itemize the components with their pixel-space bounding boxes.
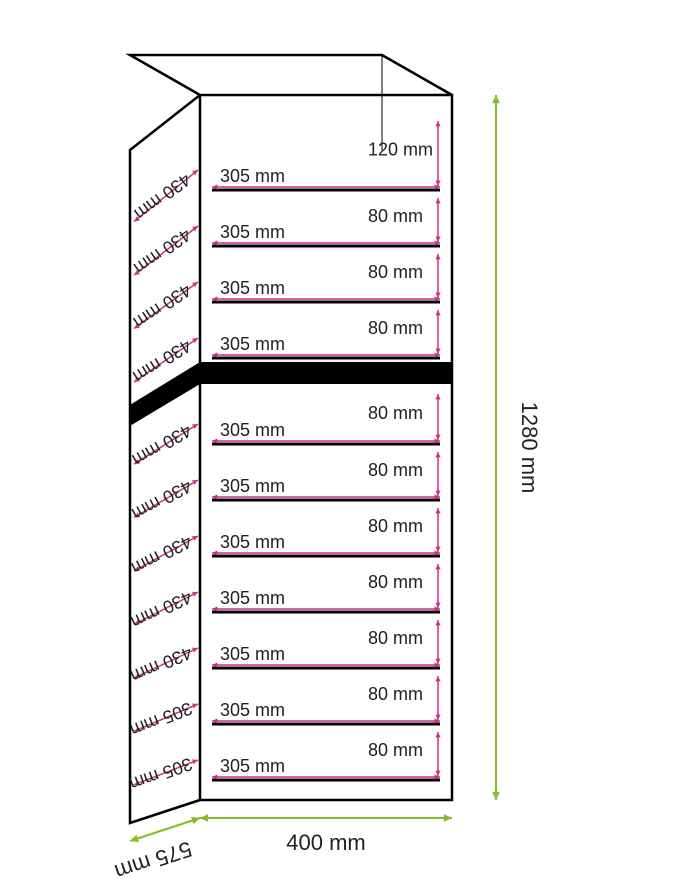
drawer-width-label: 305 mm: [220, 756, 285, 776]
drawer-width-label: 305 mm: [220, 420, 285, 440]
drawer-height-label: 80 mm: [368, 262, 423, 282]
drawer-height-label: 80 mm: [368, 403, 423, 423]
drawer-height-label: 80 mm: [368, 684, 423, 704]
drawer-height-label: 80 mm: [368, 318, 423, 338]
drawer-width-label: 305 mm: [220, 532, 285, 552]
cabinet-dimension-diagram: 305 mm120 mm430 mm305 mm80 mm430 mm305 m…: [0, 0, 680, 895]
drawer-width-label: 305 mm: [220, 476, 285, 496]
drawer-width-label: 305 mm: [220, 278, 285, 298]
drawer-height-label: 80 mm: [368, 740, 423, 760]
drawer-width-label: 305 mm: [220, 166, 285, 186]
drawer-width-label: 305 mm: [220, 700, 285, 720]
drawer-width-label: 305 mm: [220, 222, 285, 242]
drawer-height-label: 80 mm: [368, 628, 423, 648]
drawer-width-label: 305 mm: [220, 644, 285, 664]
drawer-height-label: 80 mm: [368, 572, 423, 592]
drawer-height-label: 120 mm: [368, 140, 433, 160]
drawer-height-label: 80 mm: [368, 206, 423, 226]
drawer-width-label: 305 mm: [220, 588, 285, 608]
drawer-width-label: 305 mm: [220, 334, 285, 354]
overall-width-label: 400 mm: [286, 830, 365, 855]
drawer-height-label: 80 mm: [368, 460, 423, 480]
overall-height-label: 1280 mm: [517, 402, 542, 494]
drawer-height-label: 80 mm: [368, 516, 423, 536]
